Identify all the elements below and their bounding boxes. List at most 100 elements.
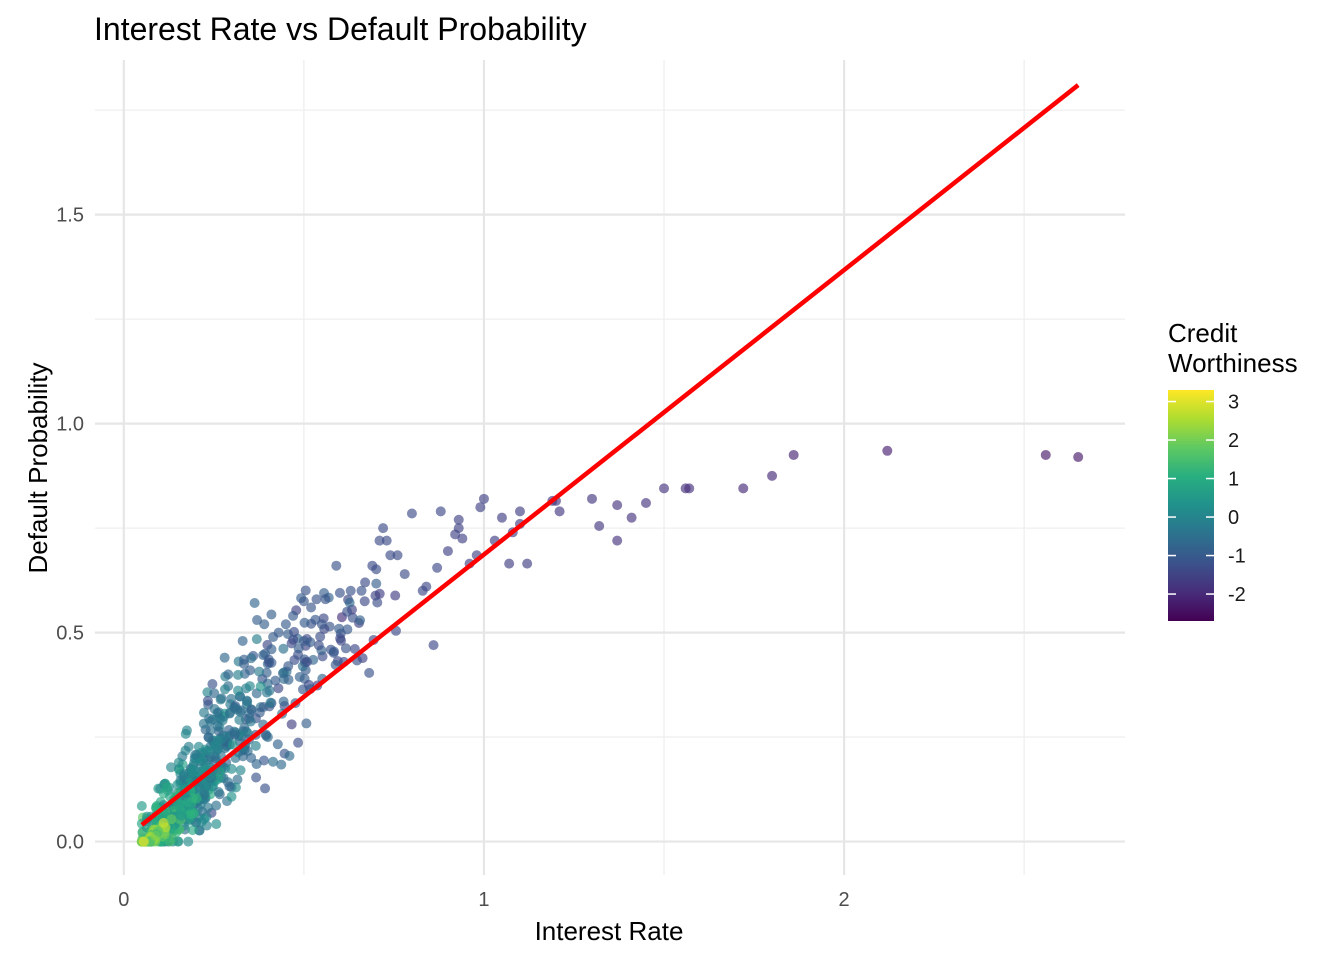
data-point <box>172 779 183 790</box>
data-point <box>153 826 164 837</box>
y-tick-label: 1.0 <box>56 414 84 436</box>
data-point <box>475 502 486 513</box>
data-point <box>212 707 223 718</box>
data-point <box>234 714 245 725</box>
data-point <box>255 681 266 692</box>
data-point <box>237 635 248 646</box>
data-point <box>299 617 310 628</box>
data-point <box>288 610 299 621</box>
data-point <box>262 732 273 743</box>
data-point <box>283 661 294 672</box>
data-point <box>788 449 799 460</box>
x-axis-ticks: 0 1 2 <box>118 889 849 911</box>
data-point <box>390 590 401 601</box>
legend-title-line-2: Worthiness <box>1168 348 1298 378</box>
fit-line <box>140 83 1080 827</box>
data-point <box>226 791 237 802</box>
data-point <box>217 715 228 726</box>
gridlines <box>95 60 1125 875</box>
data-point <box>626 512 637 523</box>
data-point <box>265 697 276 708</box>
data-point <box>882 445 893 456</box>
data-point <box>432 562 443 573</box>
data-point <box>260 783 271 794</box>
data-point <box>243 713 254 724</box>
data-point <box>229 703 240 714</box>
legend-title-line-1: Credit <box>1168 318 1238 348</box>
data-point <box>235 765 246 776</box>
legend: Credit Worthiness 3 2 1 0 -1 -2 <box>1168 318 1298 621</box>
data-point <box>246 704 257 715</box>
data-point <box>306 602 317 613</box>
data-point <box>435 506 446 517</box>
data-point <box>293 737 304 748</box>
data-point <box>378 523 389 534</box>
data-point <box>172 836 183 847</box>
data-point <box>1073 452 1084 463</box>
data-point <box>284 750 295 761</box>
data-point <box>659 483 670 494</box>
data-point <box>173 757 184 768</box>
data-point <box>359 596 370 607</box>
data-point <box>183 741 194 752</box>
data-point <box>198 707 209 718</box>
data-point <box>227 739 238 750</box>
data-point <box>316 619 327 630</box>
data-point <box>185 809 196 820</box>
data-point <box>280 619 291 630</box>
data-point <box>244 681 255 692</box>
data-point <box>249 597 260 608</box>
data-point <box>211 819 222 830</box>
data-point <box>278 696 289 707</box>
data-point <box>335 633 346 644</box>
data-point <box>294 671 305 682</box>
data-point <box>187 765 198 776</box>
x-axis-title: Interest Rate <box>535 916 684 946</box>
data-point <box>612 535 623 546</box>
data-point <box>215 694 226 705</box>
data-point <box>220 731 231 742</box>
data-point <box>268 756 279 767</box>
data-point <box>136 800 147 811</box>
data-point <box>207 679 218 690</box>
data-point <box>612 500 623 511</box>
data-point <box>300 585 311 596</box>
data-point <box>181 725 192 736</box>
data-point <box>219 652 230 663</box>
data-point <box>301 718 312 729</box>
data-point <box>223 669 234 680</box>
data-point <box>680 483 691 494</box>
data-point <box>212 744 223 755</box>
data-point <box>293 643 304 654</box>
data-point <box>194 782 205 793</box>
data-point <box>266 644 277 655</box>
data-point <box>360 577 371 588</box>
data-point <box>276 759 287 770</box>
data-point <box>212 735 223 746</box>
data-point <box>138 836 149 847</box>
data-point <box>213 787 224 798</box>
data-point <box>199 789 210 800</box>
data-point <box>286 638 297 649</box>
data-point <box>202 695 213 706</box>
data-point <box>399 569 410 580</box>
data-point <box>258 755 269 766</box>
data-point <box>442 546 453 557</box>
data-point <box>522 558 533 569</box>
colorbar-tick-label: 0 <box>1228 507 1239 529</box>
data-point <box>183 836 194 847</box>
data-point <box>315 631 326 642</box>
data-point <box>205 716 216 727</box>
data-point <box>417 585 428 596</box>
data-point <box>302 656 313 667</box>
data-point <box>406 508 417 519</box>
data-point <box>345 585 356 596</box>
data-point <box>251 634 262 645</box>
data-point <box>272 739 283 750</box>
x-tick-label: 1 <box>478 889 489 911</box>
data-point <box>594 521 605 532</box>
data-point <box>183 797 194 808</box>
data-point <box>203 802 214 813</box>
data-point <box>641 498 652 509</box>
